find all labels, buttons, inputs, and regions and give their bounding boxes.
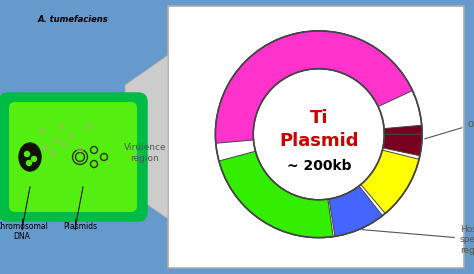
Wedge shape [219,151,333,238]
Circle shape [68,133,74,138]
Circle shape [77,146,83,152]
Wedge shape [361,150,419,213]
Circle shape [55,137,60,143]
Text: ori: ori [425,119,474,139]
FancyBboxPatch shape [168,6,464,268]
Text: Virulence
region: Virulence region [124,144,166,163]
Circle shape [43,144,49,150]
Circle shape [27,161,31,165]
FancyBboxPatch shape [9,102,137,212]
Wedge shape [384,125,422,134]
Circle shape [50,151,56,156]
Text: A. tumefaciens: A. tumefaciens [37,15,109,24]
Circle shape [59,124,65,129]
Text: Ti: Ti [310,109,328,127]
Wedge shape [215,31,422,238]
Text: Host
specificity
regions: Host specificity regions [362,225,474,255]
Circle shape [25,152,29,156]
Circle shape [31,156,36,161]
Text: ~ 200kb: ~ 200kb [286,159,351,173]
Ellipse shape [19,143,41,171]
Wedge shape [329,186,383,236]
Polygon shape [125,55,168,219]
Text: Chromosomal
DNA: Chromosomal DNA [0,222,48,241]
FancyBboxPatch shape [0,94,146,220]
Text: Plasmid: Plasmid [279,132,358,150]
Wedge shape [383,134,422,156]
Circle shape [86,124,92,129]
Wedge shape [215,31,412,143]
Text: Plasmids: Plasmids [63,222,97,231]
Circle shape [61,142,67,147]
Circle shape [39,128,45,134]
